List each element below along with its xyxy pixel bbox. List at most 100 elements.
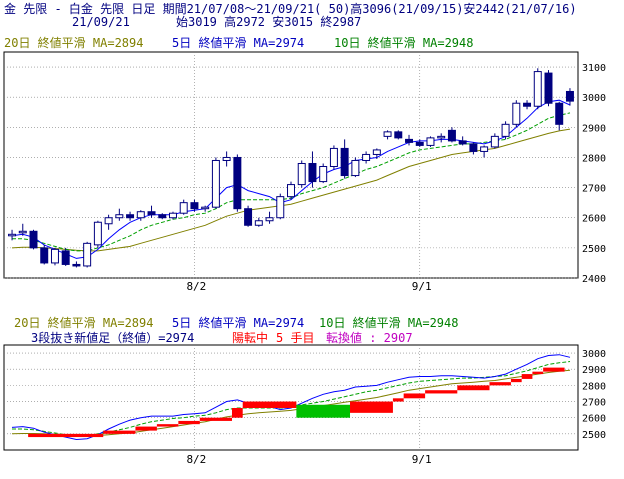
line-break-chart: 2500 2600 2700 2800 2900 3000 — [3, 344, 606, 451]
candle-body — [61, 250, 70, 265]
candle-body — [329, 147, 338, 168]
line-break-brick — [457, 385, 490, 391]
header-line1: 金 先限 - 白金 先限 日足 期間21/07/08～21/09/21( 50)… — [4, 1, 577, 16]
candle-body — [523, 102, 532, 107]
candle-body — [265, 217, 274, 222]
candle-body — [50, 248, 59, 264]
line-break-brick — [199, 417, 232, 421]
lower-info-count: 5 手目 — [276, 331, 314, 345]
lower-ma20-line — [11, 369, 571, 436]
candle-body — [565, 90, 574, 102]
candle-body — [394, 131, 403, 139]
legend-ma20: 20日 終値平滑 MA=2894 — [4, 35, 143, 50]
lower-ytick-label: 2900 — [582, 365, 606, 376]
lower-info-prefix: 3段抜き新値足（終値）=2974 — [31, 330, 194, 345]
candle-body — [490, 135, 499, 148]
candle-body — [276, 196, 285, 219]
candle-body — [115, 214, 124, 219]
candle-body — [383, 131, 392, 137]
candle-body — [319, 166, 328, 183]
candle-body — [83, 242, 92, 267]
upper-ytick-label: 2500 — [582, 244, 606, 255]
line-break-brick — [521, 374, 533, 379]
candle-body — [426, 137, 435, 146]
lower-legend-ma20: 20日 終値平滑 MA=2894 — [14, 315, 153, 330]
candle-body — [544, 72, 553, 104]
candle-body — [168, 212, 177, 219]
line-break-brick — [296, 404, 351, 418]
upper-ytick-label: 2400 — [582, 274, 606, 285]
candle-body — [458, 140, 467, 145]
candle-body — [447, 129, 456, 142]
line-break-brick — [178, 420, 200, 425]
candle-body — [555, 102, 564, 125]
candle-body — [104, 217, 113, 225]
line-break-brick — [532, 371, 544, 375]
lower-ytick-label: 2600 — [582, 414, 606, 425]
candle-body — [480, 146, 489, 152]
line-break-brick — [350, 401, 393, 413]
upper-ytick-label: 2600 — [582, 214, 606, 225]
candle-body — [437, 135, 446, 139]
candle-body — [8, 233, 17, 237]
candle-body — [190, 202, 199, 210]
candle-body — [40, 247, 49, 264]
candle-body — [372, 149, 381, 155]
lower-ytick-label: 2500 — [582, 430, 606, 441]
line-break-brick — [231, 408, 243, 418]
candle-body — [18, 230, 27, 234]
line-break-brick — [103, 430, 136, 434]
candle-body — [233, 156, 242, 210]
candle-body — [362, 153, 371, 161]
candle-body — [222, 156, 231, 161]
lower-xtick-label: 9/1 — [412, 453, 432, 466]
line-break-brick — [489, 382, 511, 386]
lower-ytick-label: 2800 — [582, 381, 606, 392]
lower-legend-ma5: 5日 終値平滑 MA=2974 — [172, 315, 304, 330]
upper-xtick-label: 8/2 — [186, 280, 206, 293]
line-break-brick — [28, 433, 104, 438]
line-break-brick — [510, 378, 522, 383]
candle-body — [469, 143, 478, 152]
candle-body — [254, 220, 263, 226]
legend-ma5: 5日 終値平滑 MA=2974 — [172, 35, 304, 50]
candle-body — [405, 138, 414, 143]
line-break-brick — [543, 367, 565, 372]
lower-info-turn: 転換値 : 2907 — [326, 330, 413, 345]
candle-body — [297, 162, 306, 186]
candle-body — [340, 147, 349, 177]
line-break-brick — [135, 426, 157, 431]
upper-ytick-label: 2700 — [582, 184, 606, 195]
candle-body — [211, 159, 220, 208]
candle-body — [158, 214, 167, 219]
candle-body — [244, 208, 253, 226]
candle-body — [287, 184, 295, 198]
candle-body — [201, 206, 210, 210]
lower-legend-ma10: 10日 終値平滑 MA=2948 — [319, 315, 458, 330]
candle-body — [533, 71, 542, 107]
line-break-brick — [156, 424, 179, 427]
candle-body — [415, 141, 424, 146]
candle-body — [179, 202, 188, 214]
header-date: 21/09/21 — [72, 15, 130, 29]
upper-ytick-label: 3000 — [582, 93, 606, 104]
line-break-brick — [242, 401, 297, 408]
candlestick-chart: 2400 2500 2600 2700 2800 2900 3000 3100 — [3, 51, 606, 285]
lower-info-trend: 陽転中 — [232, 330, 268, 345]
candle-body — [512, 102, 521, 125]
candle-body — [501, 123, 510, 137]
ma5-line — [11, 99, 571, 259]
lower-ytick-label: 2700 — [582, 398, 606, 409]
line-break-brick — [425, 390, 458, 394]
lower-xtick-label: 8/2 — [186, 453, 206, 466]
line-break-brick — [392, 398, 404, 402]
candle-body — [136, 211, 145, 219]
header-ohlc: 始3019 高2972 安3015 終2987 — [176, 14, 361, 29]
legend-ma10: 10日 終値平滑 MA=2948 — [334, 35, 473, 50]
candle-body — [147, 211, 156, 216]
candle-body — [93, 221, 102, 246]
line-break-brick — [403, 393, 426, 399]
candle-body — [72, 263, 81, 267]
